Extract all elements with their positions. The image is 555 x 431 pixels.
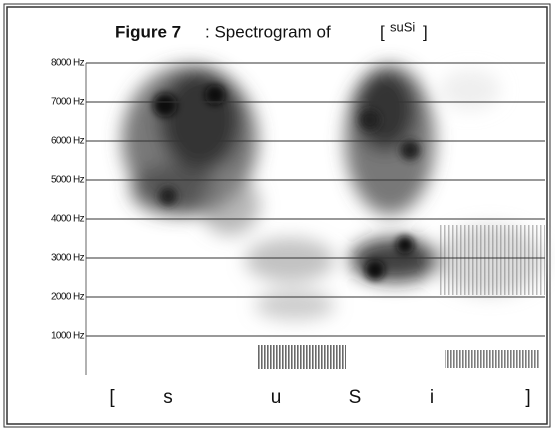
y-tick-label: 7000 Hz bbox=[51, 97, 85, 108]
segment-label: u bbox=[271, 387, 282, 408]
frame-inner bbox=[6, 6, 548, 425]
title-bracket: ] bbox=[423, 22, 428, 41]
y-tick-label: 6000 Hz bbox=[51, 136, 85, 147]
y-tick-label: 1000 Hz bbox=[51, 331, 85, 342]
y-tick-label: 8000 Hz bbox=[51, 58, 85, 69]
segment-label: ] bbox=[525, 387, 530, 408]
segment-label: s bbox=[163, 387, 173, 408]
y-tick-label: 2000 Hz bbox=[51, 292, 85, 303]
y-tick-label: 4000 Hz bbox=[51, 214, 85, 225]
y-tick-label: 5000 Hz bbox=[51, 175, 85, 186]
figure-label: Figure 7 bbox=[115, 22, 181, 41]
y-tick-label: 3000 Hz bbox=[51, 253, 85, 264]
segment-label: [ bbox=[109, 387, 115, 408]
chart-title: : Spectrogram of bbox=[205, 22, 331, 41]
y-ticks: 1000 Hz 2000 Hz 3000 Hz 4000 Hz 5000 Hz 6000 … bbox=[51, 58, 545, 342]
spectrogram-image bbox=[122, 65, 545, 369]
frame-outer bbox=[3, 3, 551, 428]
title-bracket: [ bbox=[380, 22, 385, 41]
segment-label: S bbox=[349, 387, 362, 408]
title-phonemes: suSi bbox=[390, 19, 415, 34]
segment-label: i bbox=[430, 387, 434, 408]
